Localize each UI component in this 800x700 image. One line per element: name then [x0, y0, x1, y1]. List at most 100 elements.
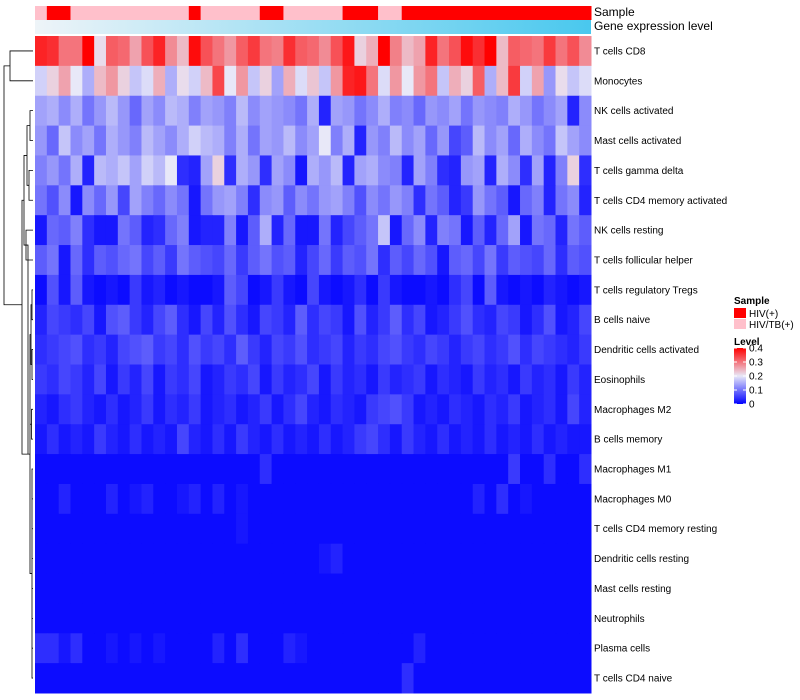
heatmap-cell: [508, 95, 521, 127]
heatmap-cell: [401, 334, 415, 365]
heatmap-cell: [236, 155, 249, 186]
heatmap-cell: [567, 185, 580, 216]
heatmap-cell: [437, 185, 450, 216]
heatmap-cell: [129, 394, 142, 425]
heatmap-cell: [165, 543, 178, 575]
heatmap-cell: [437, 334, 450, 365]
heatmap-cell: [389, 633, 403, 664]
heatmap-cell: [271, 274, 284, 306]
heatmap-cell: [567, 364, 580, 395]
heatmap-cell: [579, 215, 592, 246]
heatmap-cell: [46, 155, 60, 186]
sample-annotation-cell: [200, 6, 213, 20]
heatmap-cell: [342, 274, 355, 306]
heatmap-cell: [236, 543, 249, 575]
heatmap-cell: [460, 394, 474, 425]
heatmap-cell: [58, 543, 71, 575]
heatmap-cell: [413, 663, 426, 694]
heatmap-cell: [259, 65, 273, 97]
heatmap-cell: [401, 663, 415, 694]
heatmap-cell: [105, 633, 119, 664]
heatmap-cell: [318, 633, 332, 664]
heatmap-cell: [449, 394, 462, 425]
heatmap-cell: [543, 364, 557, 395]
heatmap-cell: [449, 454, 462, 485]
heatmap-cell: [117, 394, 131, 425]
heatmap-cell: [224, 603, 237, 634]
heatmap-cell: [520, 543, 533, 575]
heatmap-cell: [82, 424, 95, 455]
heatmap-cell: [330, 603, 344, 634]
heatmap-cell: [366, 663, 379, 694]
heatmap-cell: [236, 603, 249, 634]
heatmap-cell: [153, 663, 166, 694]
heatmap-cell: [94, 424, 107, 455]
heatmap-cell: [567, 304, 580, 336]
heatmap-cell: [366, 483, 379, 515]
heatmap-cell: [117, 364, 131, 395]
heatmap-cell: [508, 215, 521, 246]
heatmap-cell: [425, 155, 438, 186]
heatmap-cell: [378, 304, 391, 336]
heatmap-cell: [484, 394, 497, 425]
heatmap-cell: [484, 125, 497, 156]
dendrogram-branch: [26, 125, 30, 186]
heatmap-cell: [295, 65, 308, 97]
heatmap-cell: [342, 424, 355, 455]
heatmap-cell: [247, 304, 261, 336]
heatmap-cell: [35, 364, 48, 395]
heatmap-cell: [520, 125, 533, 156]
heatmap-cell: [212, 603, 225, 634]
heatmap-cell: [378, 663, 391, 694]
heatmap-cell: [129, 633, 142, 664]
heatmap-cell: [236, 454, 249, 485]
heatmap-cell: [555, 663, 568, 694]
heatmap-cell: [520, 304, 533, 336]
heatmap-cell: [82, 364, 95, 395]
heatmap-cell: [449, 185, 462, 216]
heatmap-cell: [35, 95, 48, 127]
heatmap-cell: [58, 513, 71, 545]
heatmap-cell: [342, 603, 355, 634]
heatmap-cell: [141, 513, 154, 545]
heatmap-cell: [318, 454, 332, 485]
heatmap-cell: [342, 304, 355, 336]
sample-annotation-cell: [330, 6, 344, 20]
heatmap-cell: [413, 125, 426, 156]
heatmap-cell: [378, 36, 391, 67]
heatmap-cell: [484, 513, 497, 545]
heatmap-cell: [307, 394, 320, 425]
heatmap-cell: [153, 394, 166, 425]
row-label: B cells naive: [594, 315, 651, 326]
heatmap-cell: [366, 633, 379, 664]
row-label: T cells CD4 memory activated: [594, 196, 727, 207]
heatmap-cell: [342, 215, 355, 246]
heatmap-cell: [94, 215, 107, 246]
heatmap-cell: [224, 573, 237, 604]
heatmap-cell: [129, 304, 142, 336]
sample-annotation-cell: [58, 6, 71, 20]
heatmap-cell: [212, 274, 225, 306]
heatmap-cell: [35, 663, 48, 694]
heatmap-cell: [259, 155, 273, 186]
heatmap-cell: [117, 603, 131, 634]
heatmap-cell: [259, 603, 273, 634]
heatmap-cell: [236, 215, 249, 246]
heatmap-cell: [117, 663, 131, 694]
heatmap-cell: [70, 36, 83, 67]
heatmap-cell: [496, 573, 509, 604]
heatmap-cell: [236, 394, 249, 425]
heatmap-cell: [236, 245, 249, 276]
heatmap-cell: [472, 543, 486, 575]
heatmap-cell: [307, 125, 320, 156]
heatmap-cell: [366, 603, 379, 634]
heatmap-cell: [271, 65, 284, 97]
heatmap-cell: [460, 185, 474, 216]
heatmap-cell: [271, 245, 284, 276]
heatmap-cell: [449, 603, 462, 634]
heatmap-cell: [307, 334, 320, 365]
heatmap-cell: [318, 304, 332, 336]
heatmap-cell: [295, 245, 308, 276]
heatmap-cell: [188, 36, 202, 67]
heatmap-cell: [567, 633, 580, 664]
